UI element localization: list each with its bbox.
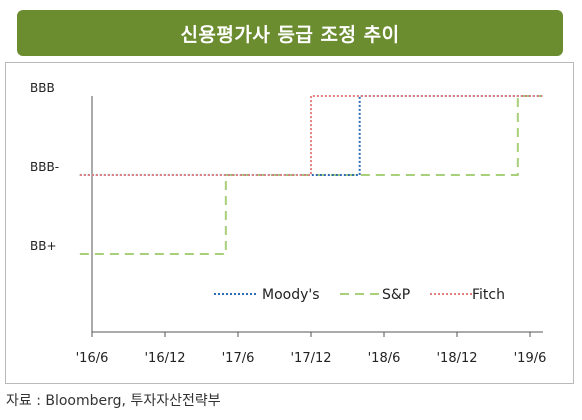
y-tick-label: BBB — [30, 81, 55, 95]
series-line — [79, 95, 543, 176]
source-note: 자료 : Bloomberg, 투자자산전략부 — [6, 393, 221, 409]
legend-label: Moody's — [262, 287, 320, 303]
x-tick-label: '17/12 — [290, 351, 331, 366]
rating-chart: BB+ BBB- BBB '16/6 '16/12 '17/6 '17/12 '18/6 '18… — [30, 81, 547, 366]
y-tick-label: BB+ — [30, 239, 57, 253]
series-line — [79, 95, 543, 176]
x-tick-label: '19/6 — [514, 351, 547, 366]
x-tick-label: '16/12 — [144, 351, 185, 366]
x-tick-label: '18/12 — [436, 351, 477, 366]
x-tick-label: '17/6 — [222, 351, 255, 366]
legend-label: S&P — [382, 287, 410, 303]
legend-label: Fitch — [472, 287, 505, 303]
y-tick-label: BBB- — [30, 160, 59, 174]
chart-title: 신용평가사 등급 조정 추이 — [17, 10, 563, 56]
x-tick-label: '16/6 — [76, 351, 109, 366]
chart-frame — [5, 62, 574, 384]
x-tick-label: '18/6 — [368, 351, 401, 366]
